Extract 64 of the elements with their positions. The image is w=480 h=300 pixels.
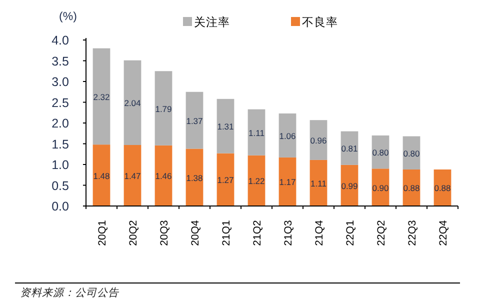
bar xyxy=(124,144,142,206)
bar xyxy=(186,92,204,149)
data-label: 2.04 xyxy=(124,98,142,108)
text: 2.5 xyxy=(52,96,69,110)
text: 1.5 xyxy=(52,137,69,152)
x-tick-label: 20Q3 xyxy=(158,220,170,246)
data-label: 1.27 xyxy=(217,175,234,186)
data-label: 0.80 xyxy=(403,148,420,158)
data-label: 1.38 xyxy=(186,172,204,183)
bar xyxy=(248,109,266,156)
data-label: 1.31 xyxy=(217,122,234,132)
bar xyxy=(154,71,172,146)
bar xyxy=(278,113,296,158)
data-label: 1.47 xyxy=(124,170,142,181)
text: 3.5 xyxy=(52,54,69,68)
x-tick-label: 21Q3 xyxy=(282,220,294,246)
data-label: 1.37 xyxy=(186,116,204,126)
data-label: 0.81 xyxy=(341,144,358,154)
data-label: 0.96 xyxy=(310,136,328,146)
data-label: 0.90 xyxy=(372,182,390,193)
text: 3.0 xyxy=(52,75,69,89)
text: 4.0 xyxy=(52,34,69,48)
bar xyxy=(310,160,328,206)
legend-label: 不良率 xyxy=(302,15,338,29)
legend-label: 关注率 xyxy=(194,15,230,29)
data-label: 1.11 xyxy=(310,178,327,188)
bar xyxy=(310,120,328,160)
x-tick-label: 20Q1 xyxy=(96,220,108,246)
data-label: 1.22 xyxy=(248,176,266,186)
data-label: 0.88 xyxy=(403,183,420,194)
text: 0.5 xyxy=(52,178,69,193)
bar xyxy=(216,98,234,154)
bar xyxy=(248,155,266,206)
x-tick-label: 20Q2 xyxy=(128,220,140,246)
data-label: 0.99 xyxy=(341,180,358,191)
data-label: 2.32 xyxy=(93,92,110,102)
x-tick-label: 22Q1 xyxy=(344,220,356,246)
data-label: 1.79 xyxy=(155,104,172,114)
x-tick-label: 22Q3 xyxy=(406,220,418,246)
bar xyxy=(92,48,110,145)
bar xyxy=(216,153,234,206)
data-label: 1.46 xyxy=(155,171,172,182)
data-label: 1.17 xyxy=(279,177,296,188)
text: 1.0 xyxy=(52,158,69,172)
text: 资料来源：公司公告 xyxy=(20,287,120,299)
y-axis-title: (%) xyxy=(59,11,78,23)
x-tick-label: 21Q1 xyxy=(220,220,232,246)
bar xyxy=(278,157,296,206)
x-tick-label: 22Q4 xyxy=(438,220,450,246)
x-tick-label: 22Q2 xyxy=(376,220,388,246)
data-label: 0.88 xyxy=(434,183,452,194)
text: 2.0 xyxy=(52,116,69,130)
bar xyxy=(124,60,142,145)
data-label: 0.80 xyxy=(372,148,390,158)
x-tick-label: 21Q2 xyxy=(252,220,264,246)
x-tick-label: 21Q4 xyxy=(314,220,326,246)
text: 0.0 xyxy=(52,200,69,214)
bar xyxy=(154,145,172,206)
data-label: 1.11 xyxy=(248,128,265,138)
x-tick-label: 20Q4 xyxy=(190,220,202,246)
bar xyxy=(92,144,110,206)
bar xyxy=(186,148,204,206)
data-label: 1.06 xyxy=(279,130,296,141)
data-label: 1.48 xyxy=(93,170,110,181)
